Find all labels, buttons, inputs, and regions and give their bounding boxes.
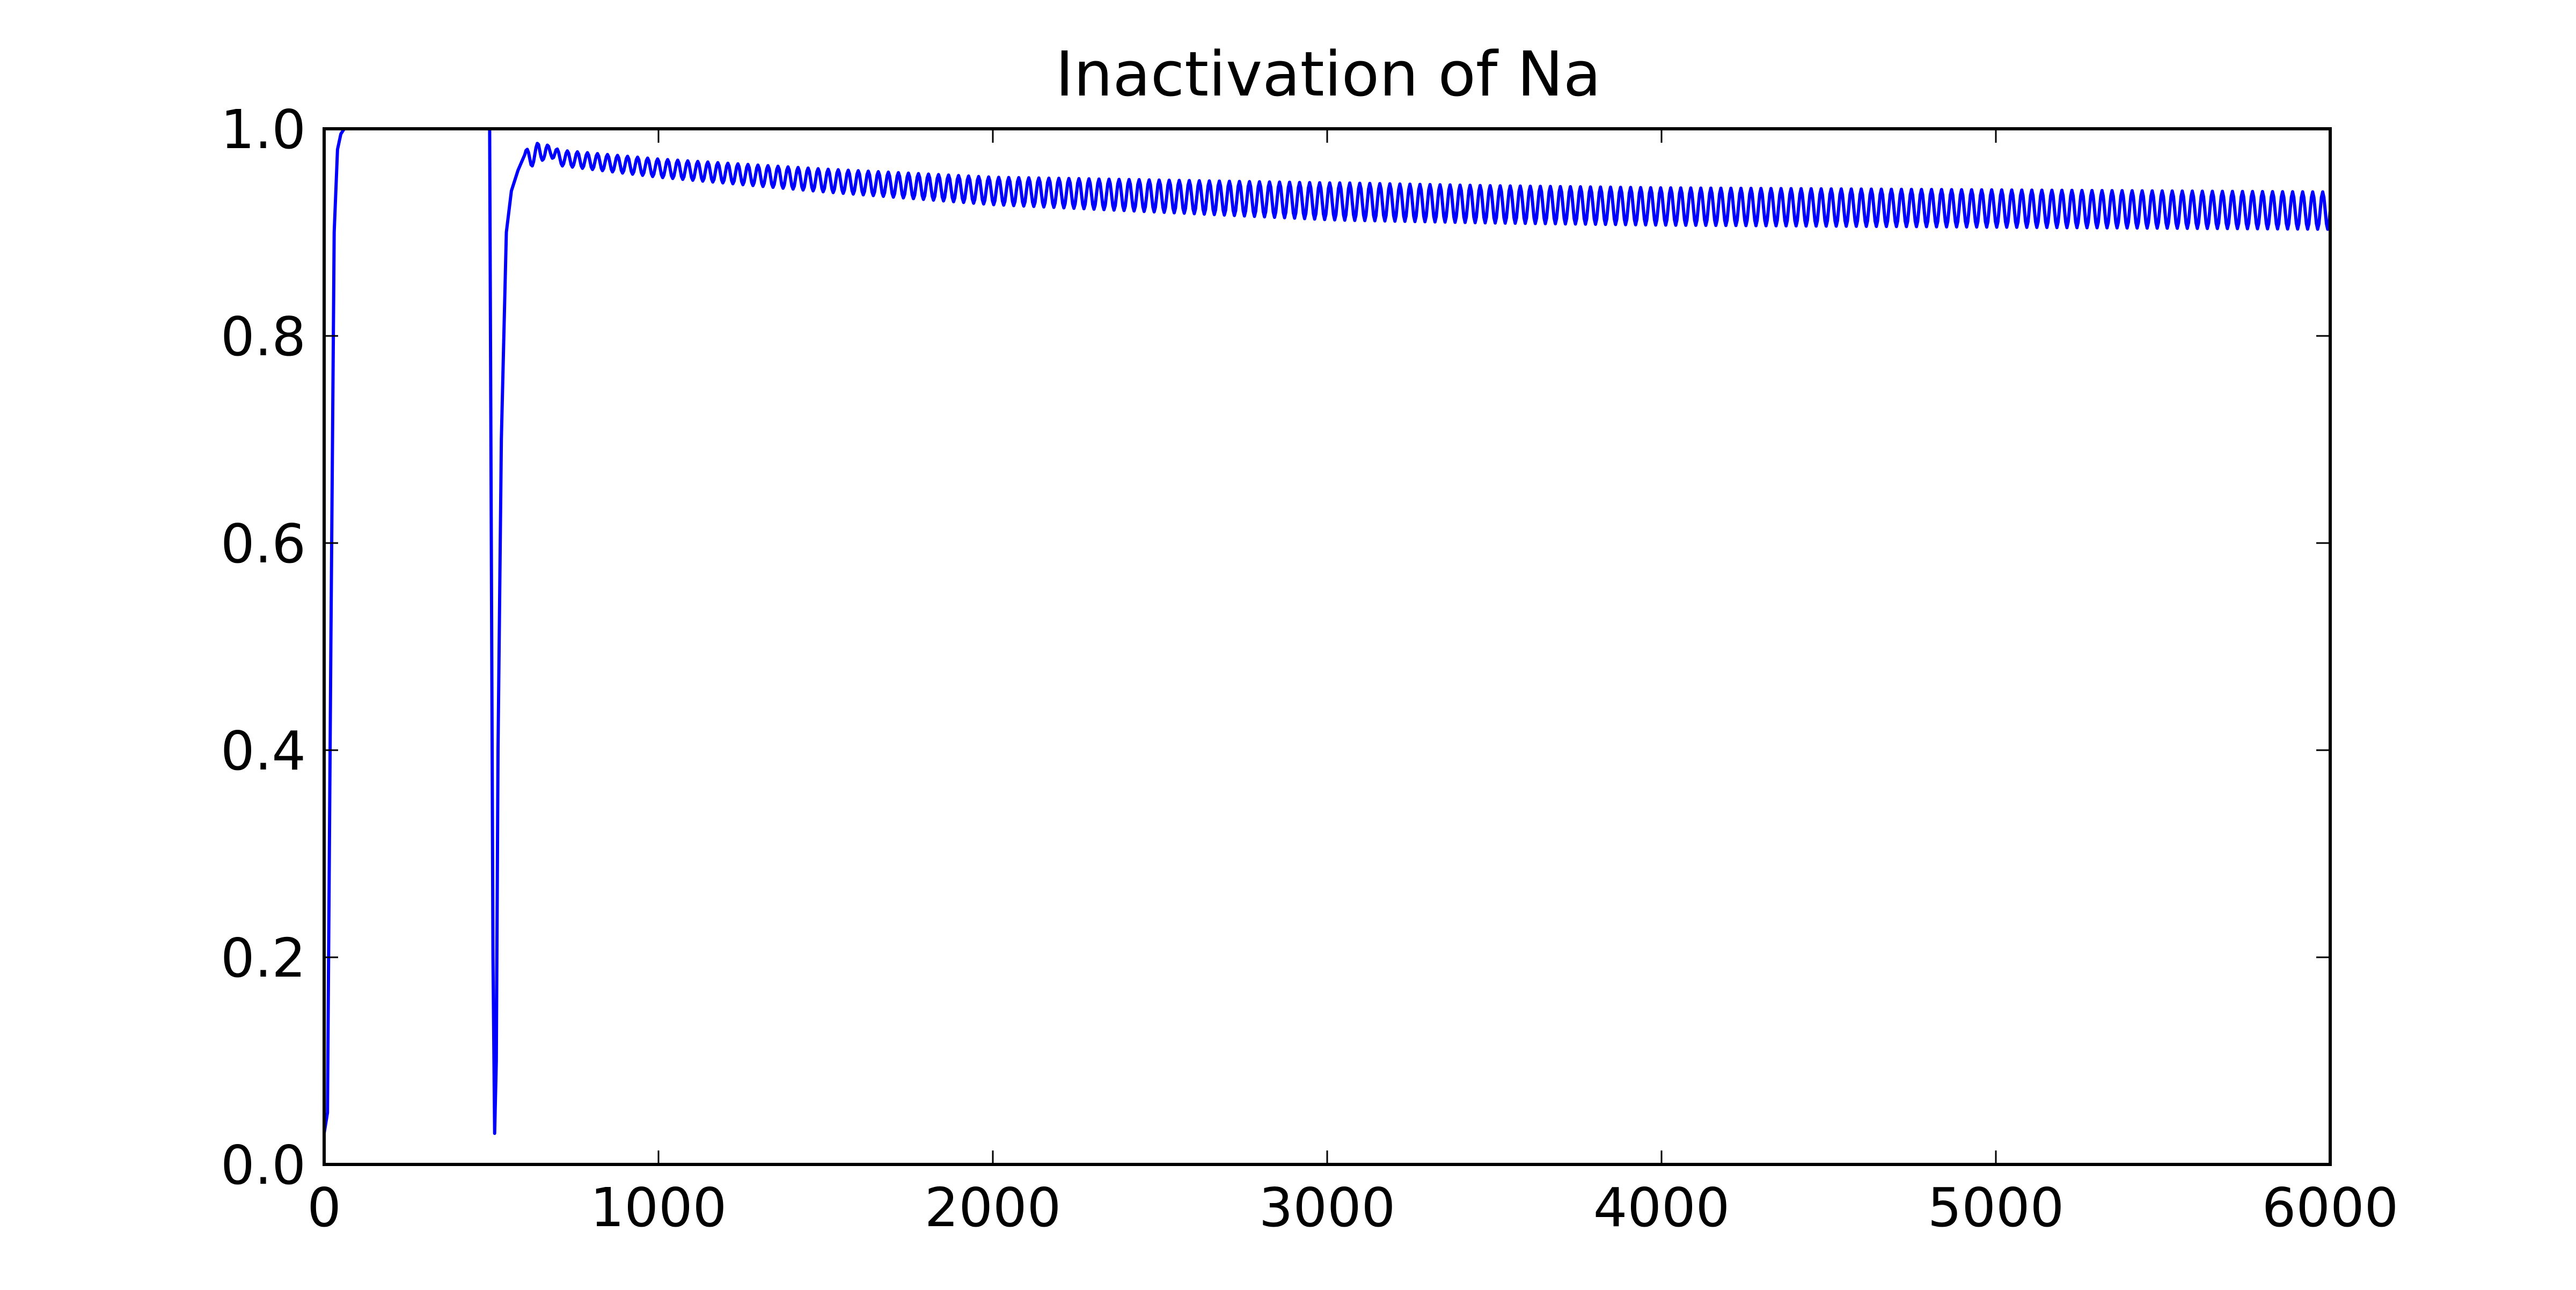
y-tick-label: 0.6: [221, 512, 306, 575]
x-tick-label: 6000: [2262, 1176, 2399, 1239]
x-tick-label: 4000: [1593, 1176, 1730, 1239]
y-tick-label: 0.2: [221, 927, 306, 990]
x-tick-label: 3000: [1259, 1176, 1396, 1239]
y-tick-label: 1.0: [221, 98, 306, 161]
y-tick-label: 0.4: [221, 720, 306, 782]
x-tick-label: 5000: [1928, 1176, 2065, 1239]
series-line-0: [324, 127, 2330, 1135]
x-tick-label: 1000: [590, 1176, 727, 1239]
plot-area: 0 1000 2000 3000 4000 5000 6000 0.0 0.2 0.4 0.6 0.8…: [221, 98, 2398, 1239]
y-tick-label: 0.0: [221, 1134, 306, 1197]
x-tick-label: 2000: [925, 1176, 1062, 1239]
x-tick-label: 0: [307, 1176, 341, 1239]
chart-title: Inactivation of Na: [1056, 39, 1601, 111]
y-tick-label: 0.8: [221, 305, 306, 368]
